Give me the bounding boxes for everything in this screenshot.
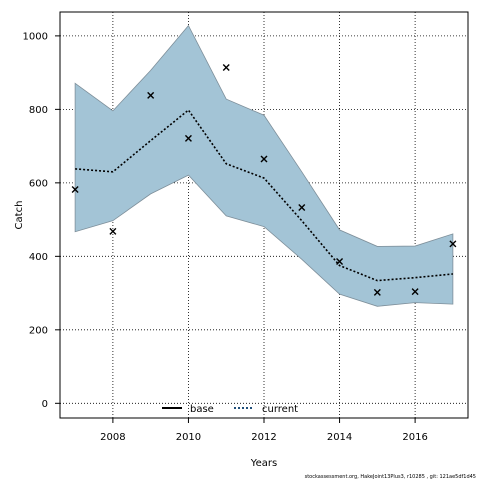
data-point [336, 257, 344, 265]
x-tick-label: 2008 [100, 432, 125, 443]
data-point-stroke [373, 288, 381, 296]
y-tick-label: 600 [29, 178, 48, 189]
data-point-stroke [411, 288, 419, 296]
band-area [74, 24, 454, 307]
x-tick-label: 2010 [176, 432, 201, 443]
data-point [298, 203, 306, 211]
data-point [71, 185, 79, 193]
x-tick-label: 2012 [251, 432, 276, 443]
y-tick-label: 200 [29, 325, 48, 336]
data-point-stroke [298, 203, 306, 211]
data-point-stroke [260, 155, 268, 163]
legend-current-label: current [262, 404, 298, 415]
observed-points [71, 63, 457, 296]
data-point [222, 63, 230, 71]
y-tick-label: 1000 [23, 31, 48, 42]
x-axis-title: Years [250, 458, 277, 469]
data-point [260, 155, 268, 163]
current-line [75, 108, 453, 282]
data-point-stroke [184, 134, 192, 142]
x-tick-label: 2014 [327, 432, 352, 443]
data-point [411, 288, 419, 296]
data-point [373, 288, 381, 296]
data-point-stroke [147, 91, 155, 99]
data-point-stroke [336, 257, 344, 265]
y-tick-label: 0 [42, 399, 48, 410]
y-tick-label: 400 [29, 252, 48, 263]
legend-base-label: base [190, 404, 214, 415]
legend: base current [162, 404, 298, 415]
data-point [184, 134, 192, 142]
x-axis: 2008 2010 2012 2014 2016 [100, 418, 428, 443]
x-tick-label: 2016 [402, 432, 427, 443]
confidence-band [74, 24, 454, 307]
footnote: stockassessment.org, HakeJoint13Plus3, r… [305, 474, 476, 480]
data-point [109, 227, 117, 235]
current-series-line [75, 108, 453, 282]
y-tick-label: 800 [29, 105, 48, 116]
data-point-stroke [222, 63, 230, 71]
data-point-stroke [109, 227, 117, 235]
data-point-stroke [71, 185, 79, 193]
y-axis: 0 200 400 600 800 1000 [23, 31, 60, 410]
data-point [147, 91, 155, 99]
y-axis-title: Catch [14, 201, 25, 230]
data-point [449, 240, 457, 248]
data-point-stroke [449, 240, 457, 248]
